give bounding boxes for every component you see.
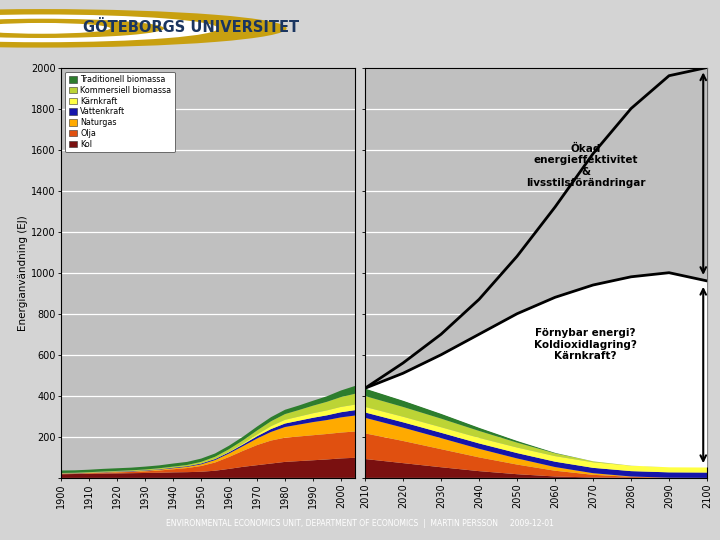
Text: Förnybar energi?
Koldioxidlagring?
Kärnkraft?: Förnybar energi? Koldioxidlagring? Kärnk…: [534, 328, 637, 361]
Y-axis label: Energianvändning (EJ): Energianvändning (EJ): [18, 215, 28, 330]
Text: GÖTEBORGS UNIVERSITET: GÖTEBORGS UNIVERSITET: [83, 20, 299, 35]
Legend: Traditionell biomassa, Kommersiell biomassa, Kärnkraft, Vattenkraft, Naturgas, O: Traditionell biomassa, Kommersiell bioma…: [66, 71, 175, 152]
Text: ENVIRONMENTAL ECONOMICS UNIT, DEPARTMENT OF ECONOMICS  |  MARTIN PERSSON     200: ENVIRONMENTAL ECONOMICS UNIT, DEPARTMENT…: [166, 519, 554, 528]
Circle shape: [0, 15, 218, 42]
Circle shape: [0, 19, 164, 38]
Circle shape: [0, 23, 110, 33]
Text: Ökad
energieffektivitet
&
livsstilsförändringar: Ökad energieffektivitet & livsstilsförän…: [526, 144, 645, 188]
Circle shape: [0, 9, 287, 48]
